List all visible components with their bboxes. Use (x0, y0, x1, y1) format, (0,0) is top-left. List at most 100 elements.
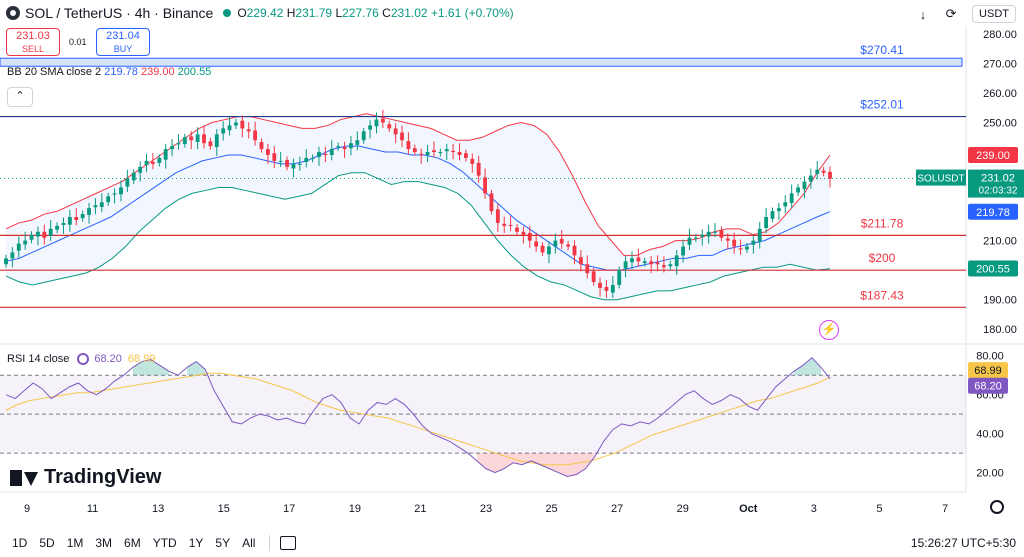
arrow-down-icon[interactable]: ↓ (919, 6, 927, 22)
candle-body (585, 264, 590, 274)
candle-body (221, 128, 226, 134)
candle-body (693, 237, 698, 239)
timeframe-all[interactable]: All (242, 535, 256, 550)
rsi-y-tick-label: 80.00 (976, 351, 1004, 363)
candle-body (521, 231, 526, 235)
candle-body (681, 246, 686, 256)
price-level-label: $211.78 (861, 216, 904, 230)
candle-body (29, 234, 34, 240)
candle-body (227, 125, 232, 131)
close-label: C (382, 6, 391, 20)
buy-button[interactable]: 231.04 BUY (96, 28, 150, 56)
timeframe-ytd[interactable]: YTD (152, 535, 177, 550)
symbol-logo-icon (6, 6, 20, 20)
candle-body (796, 187, 800, 193)
candle-body (368, 125, 373, 130)
candle-body (617, 270, 622, 285)
sell-button[interactable]: 231.03 SELL (6, 28, 60, 56)
candle-body (131, 172, 136, 181)
candle-body (157, 157, 162, 163)
resistance-zone (0, 57, 963, 67)
timeframe-5d[interactable]: 5D (39, 535, 55, 550)
rsi-y-tick-label: 40.00 (976, 429, 1004, 441)
rsi-oversold-fill (494, 453, 505, 473)
x-tick-label: 21 (414, 503, 426, 515)
tradingview-logo[interactable]: TradingView (10, 466, 161, 489)
candle-body (310, 157, 315, 159)
timeframe-1y[interactable]: 1Y (188, 535, 204, 550)
candle-body (214, 134, 219, 148)
calendar-icon[interactable] (280, 535, 297, 550)
reload-icon[interactable]: ⟳ (945, 6, 957, 21)
x-tick-label: 5 (876, 503, 882, 515)
ohlc-readout: O229.42 H231.79 L227.76 C231.02 +1.61 (+… (237, 6, 513, 20)
candle-body (802, 181, 807, 190)
timeframe-1d[interactable]: 1D (12, 535, 28, 550)
symbol-title[interactable]: SOL / TetherUS · 4h · Binance (25, 5, 214, 21)
rsi-overbought-fill (811, 357, 821, 376)
timeframe-6m[interactable]: 6M (124, 535, 141, 550)
candle-body (208, 141, 213, 147)
rsi-oversold-fill (476, 453, 486, 469)
candle-body (776, 208, 781, 212)
candle-body (349, 143, 353, 149)
last-price-badge-label: 231.02 (981, 173, 1015, 185)
rsi-overbought-fill (150, 359, 160, 376)
candle-body (649, 261, 654, 265)
rsi-oversold-fill (576, 453, 586, 475)
x-tick-label: 19 (349, 503, 361, 515)
candle-body (400, 132, 404, 141)
open-value: 229.42 (246, 6, 284, 20)
candle-body (783, 202, 788, 207)
candle-body (150, 161, 155, 164)
candle-body (764, 217, 769, 228)
candle-body (74, 217, 79, 220)
y-tick-label: 280.00 (983, 29, 1017, 41)
candle-body (291, 163, 296, 169)
timeframe-5y[interactable]: 5Y (215, 535, 231, 550)
collapse-legend-button[interactable]: ⌃ (7, 87, 33, 107)
candle-body (623, 261, 628, 269)
currency-select[interactable]: USDT (972, 5, 1016, 23)
gear-icon[interactable] (990, 500, 1004, 514)
candle-body (828, 171, 832, 179)
loading-icon (77, 353, 90, 365)
candle-body (470, 158, 475, 164)
market-status-icon (223, 9, 232, 17)
candle-body (438, 152, 443, 154)
candle-body (566, 244, 571, 247)
timeframe-1m[interactable]: 1M (66, 535, 84, 550)
candle-body (202, 134, 206, 144)
candle-body (106, 196, 111, 203)
candle-body (713, 231, 717, 233)
candle-body (770, 211, 775, 219)
y-tick-label: 260.00 (983, 88, 1017, 100)
candle-body (745, 246, 749, 250)
bb-basis-value: 219.78 (104, 66, 138, 78)
axis-badge-bg (968, 260, 1018, 277)
candle-body (317, 152, 321, 158)
buy-price: 231.04 (106, 30, 140, 42)
flash-icon[interactable]: ⚡ (819, 320, 839, 340)
candle-body (80, 214, 85, 219)
x-tick-label: 15 (218, 503, 230, 515)
candle-body (138, 166, 143, 173)
candle-body (610, 284, 615, 293)
candle-body (476, 162, 481, 176)
candle-body (4, 258, 8, 265)
candle-body (598, 282, 602, 288)
rsi-ma-line (5, 372, 831, 466)
timeframe-3m[interactable]: 3M (95, 535, 113, 550)
rsi-oversold-fill (485, 453, 495, 473)
candle-body (559, 238, 564, 244)
utc-clock[interactable]: 15:26:27 UTC+5:30 (910, 535, 1016, 550)
candle-body (578, 257, 583, 265)
candle-body (636, 257, 641, 262)
candle-body (495, 209, 500, 223)
candle-body (751, 240, 756, 245)
candle-body (789, 193, 794, 204)
candle-body (508, 224, 513, 226)
candle-body (655, 262, 660, 265)
candle-body (355, 140, 360, 145)
